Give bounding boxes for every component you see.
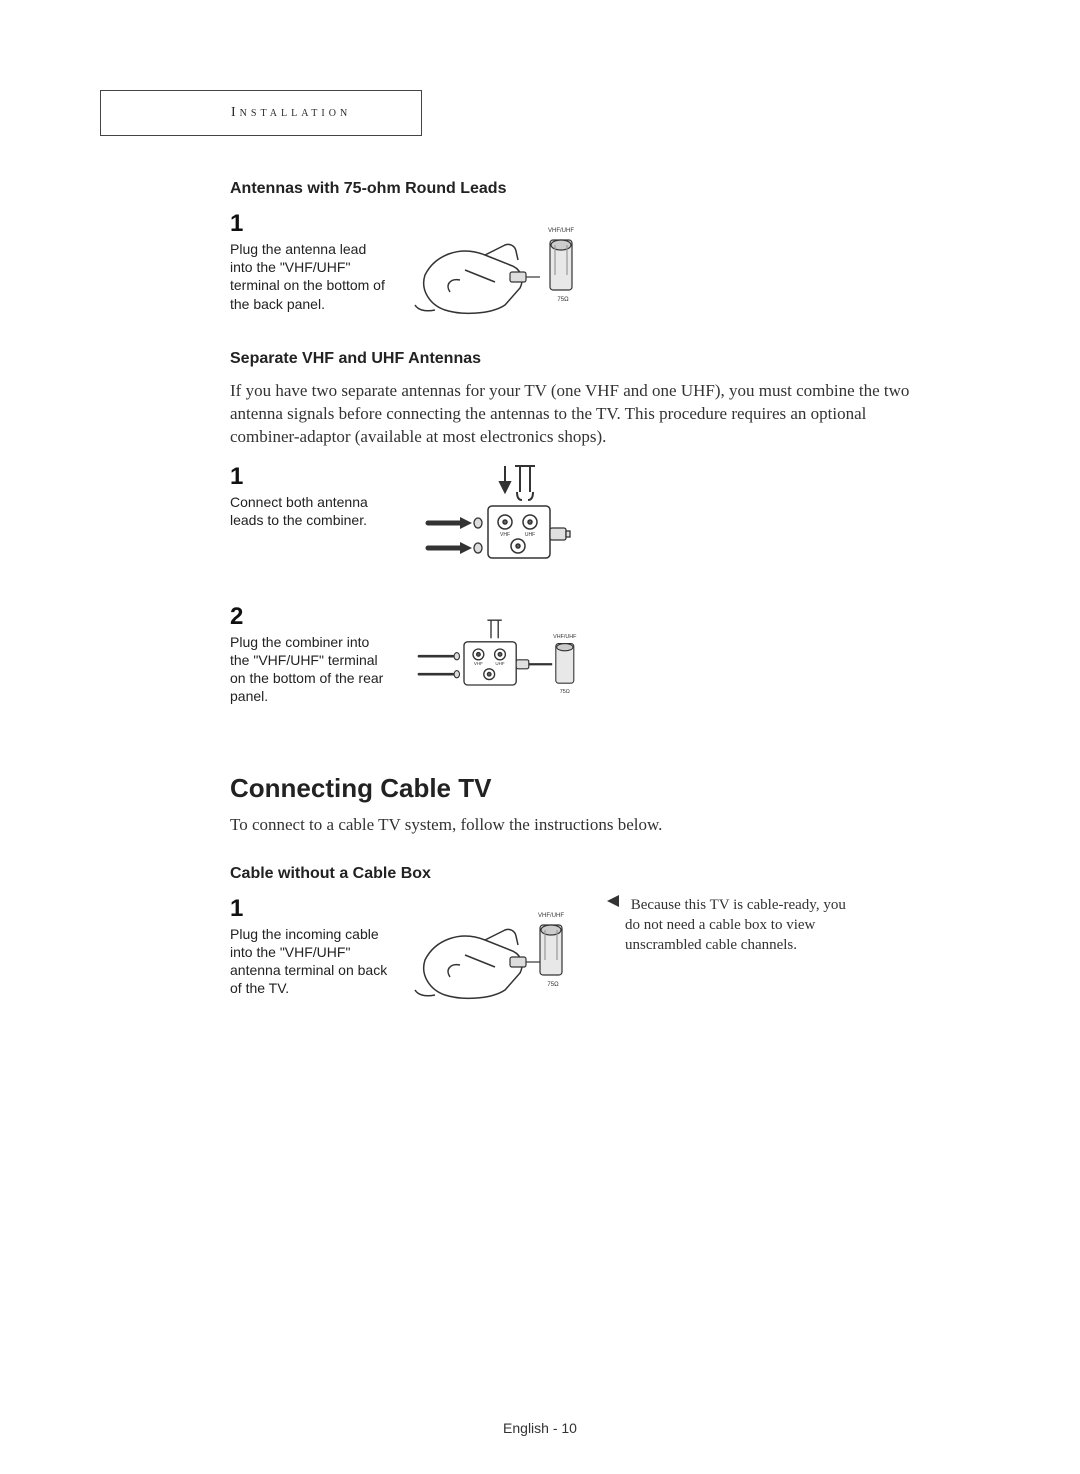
illustration-hand-plug-cable: VHF/UHF 75Ω (410, 895, 590, 1005)
step-description: Plug the combiner into the "VHF/UHF" ter… (230, 633, 390, 706)
side-note-text: Because this TV is cable-ready, you do n… (625, 897, 846, 954)
terminal-label-bottom: 75Ω (557, 297, 569, 303)
page-footer: English - 10 (0, 1420, 1080, 1436)
section-tab-label: Installation (231, 105, 351, 120)
combiner-vhf-label2: VHF (474, 661, 483, 666)
step-description: Connect both antenna leads to the combin… (230, 493, 390, 529)
heading-separate-antennas: Separate VHF and UHF Antennas (230, 350, 980, 368)
body-cable-intro: To connect to a cable TV system, follow … (230, 814, 910, 837)
illustration-hand-plug-terminal: VHF/UHF 75Ω (410, 210, 590, 320)
terminal-label-top2: VHF/UHF (553, 634, 577, 640)
step-number: 1 (230, 463, 390, 491)
illustration-combiner-to-terminal: UHF VHF VHF/UHF 75Ω (410, 603, 590, 713)
footer-text: English - 10 (503, 1420, 577, 1436)
combiner-uhf-label: UHF (525, 532, 535, 538)
combiner-vhf-label: VHF (500, 532, 510, 538)
side-note-cable-ready: Because this TV is cable-ready, you do n… (625, 895, 855, 956)
combiner-uhf-label2: UHF (495, 661, 504, 666)
step-description: Plug the incoming cable into the "VHF/UH… (230, 925, 390, 998)
illustration-combiner-inputs: UHF VHF (410, 463, 590, 573)
step-separate-1: 1 Connect both antenna leads to the comb… (230, 463, 980, 573)
section-tab: Installation (100, 90, 422, 136)
step-number: 1 (230, 210, 390, 238)
heading-antennas-75ohm: Antennas with 75-ohm Round Leads (230, 180, 980, 198)
step-cable-1: 1 Plug the incoming cable into the "VHF/… (230, 895, 980, 1005)
terminal-label-bottom3: 75Ω (547, 982, 559, 988)
step-number: 1 (230, 895, 390, 923)
terminal-label-bottom2: 75Ω (560, 689, 570, 695)
terminal-label-top3: VHF/UHF (538, 913, 564, 919)
heading-cable-without-box: Cable without a Cable Box (230, 865, 980, 883)
step-number: 2 (230, 603, 390, 631)
pointer-left-icon (607, 895, 621, 907)
terminal-label-top: VHF/UHF (548, 228, 574, 234)
step-separate-2: 2 Plug the combiner into the "VHF/UHF" t… (230, 603, 980, 713)
heading-connecting-cable-tv: Connecting Cable TV (230, 773, 980, 804)
step-description: Plug the antenna lead into the "VHF/UHF"… (230, 240, 390, 313)
body-separate-antennas: If you have two separate antennas for yo… (230, 380, 910, 449)
step-antennas75-1: 1 Plug the antenna lead into the "VHF/UH… (230, 210, 980, 320)
